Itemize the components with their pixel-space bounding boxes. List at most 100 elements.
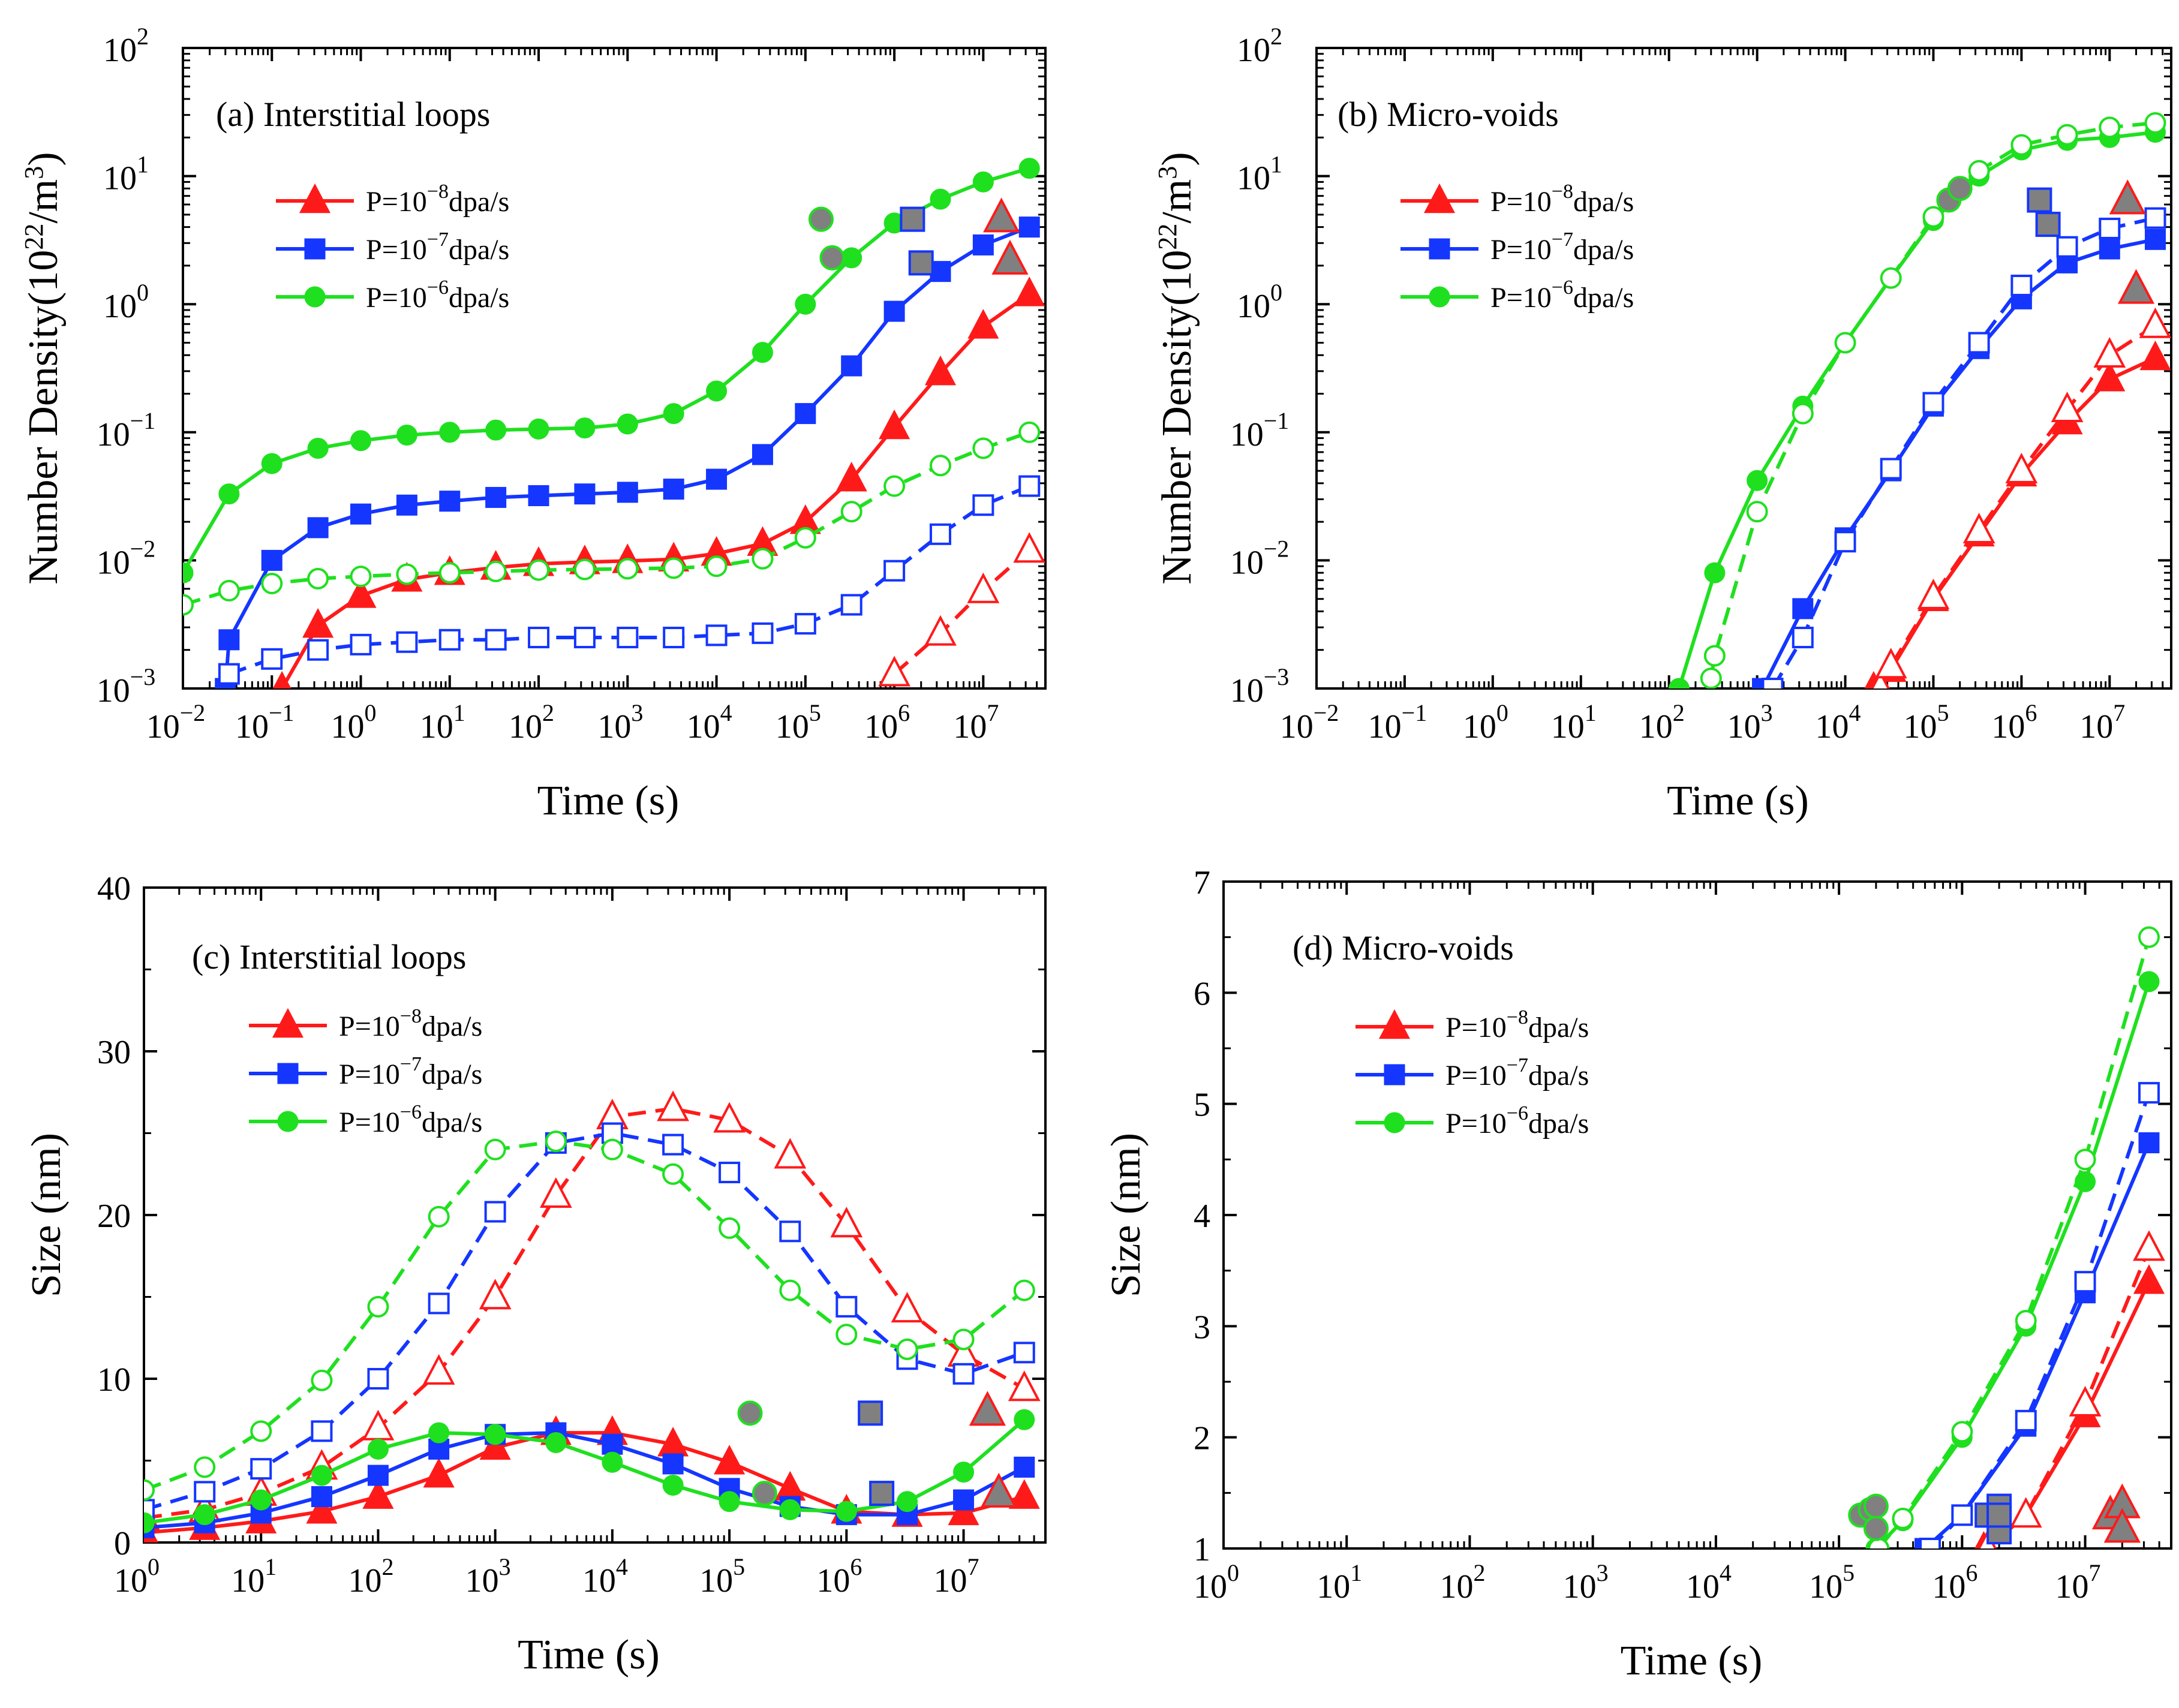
data-point xyxy=(795,293,816,315)
data-point xyxy=(602,1433,623,1455)
data-point xyxy=(261,549,282,571)
data-point-open xyxy=(144,1479,155,1501)
data-point-open xyxy=(794,613,816,635)
data-point-open xyxy=(2069,1385,2102,1417)
data-point xyxy=(774,1471,806,1501)
y-tick-exponent: −3 xyxy=(130,663,156,690)
x-tick-base: 10 xyxy=(1463,708,1496,745)
x-tick-base: 10 xyxy=(231,1562,265,1599)
experimental-point xyxy=(737,1400,763,1426)
x-tick-base: 10 xyxy=(687,708,720,745)
x-tick-exponent: 3 xyxy=(631,699,643,726)
experimental-point xyxy=(2103,1508,2141,1543)
panel-label: (b) Micro-voids xyxy=(1338,95,1559,134)
series-line-1e-7-solid xyxy=(1923,1142,2151,1548)
x-tick-label: 107 xyxy=(2079,699,2125,745)
data-point xyxy=(574,483,596,505)
x-tick-label: 102 xyxy=(509,699,554,745)
legend-suffix: dpa/s xyxy=(422,1011,482,1042)
x-tick-label: 107 xyxy=(934,1553,979,1599)
x-tick-label: 100 xyxy=(114,1553,160,1599)
legend: P=10−8dpa/sP=10−7dpa/sP=10−6dpa/s xyxy=(1356,1006,1589,1139)
data-point-open xyxy=(1922,206,1944,228)
data-point-open xyxy=(311,1420,333,1442)
legend-prefix: P=10 xyxy=(339,1059,400,1090)
experimental-point xyxy=(969,1391,1006,1426)
data-point-open xyxy=(438,629,461,651)
x-tick-exponent: 1 xyxy=(265,1553,276,1580)
data-point-open xyxy=(835,1324,858,1346)
data-point xyxy=(930,261,951,282)
series-line-1e-7-dashed xyxy=(144,1131,1025,1512)
data-point xyxy=(545,1432,567,1453)
data-point-open xyxy=(1018,475,1041,497)
data-point-open xyxy=(705,555,728,578)
data-point xyxy=(218,629,240,651)
x-tick-label: 101 xyxy=(1551,699,1597,745)
y-tick-label: 100 xyxy=(103,279,149,325)
legend-label: P=10−6dpa/s xyxy=(366,276,509,314)
data-point-open xyxy=(311,1369,333,1391)
series-line-1e-8-dashed xyxy=(893,549,1031,675)
data-point xyxy=(183,562,194,584)
data-point-open xyxy=(484,1201,506,1223)
x-tick-base: 10 xyxy=(1816,708,1849,745)
plot-area xyxy=(1848,926,2165,1548)
data-point xyxy=(194,1504,215,1526)
data-point-open xyxy=(1868,1538,1890,1548)
data-point-open xyxy=(194,1456,216,1478)
series-line-1e-8-dashed xyxy=(1986,1247,2151,1548)
data-point-open xyxy=(2138,1082,2160,1104)
y-tick-base: 10 xyxy=(103,160,137,197)
data-point-open xyxy=(924,615,957,646)
x-tick-exponent: 7 xyxy=(2089,1559,2101,1586)
legend-suffix: dpa/s xyxy=(449,282,509,314)
legend-suffix: dpa/s xyxy=(1573,186,1634,218)
data-point-open xyxy=(1703,645,1726,667)
legend-exponent: −8 xyxy=(427,181,449,203)
x-tick-base: 10 xyxy=(1932,1568,1965,1605)
y-tick-base: 10 xyxy=(103,288,137,325)
series-line-1e-6-solid xyxy=(144,1418,1026,1525)
data-point-open xyxy=(540,1177,572,1208)
x-tick-base: 10 xyxy=(1809,1568,1843,1605)
x-tick-base: 10 xyxy=(816,1562,850,1599)
experimental-point xyxy=(1947,176,1973,202)
data-point xyxy=(485,1424,506,1445)
x-tick-label: 106 xyxy=(816,1553,862,1599)
data-point xyxy=(311,1486,332,1508)
y-tick-label: 2 xyxy=(1194,1420,1210,1457)
data-point xyxy=(1018,158,1040,179)
data-point-open xyxy=(835,1295,858,1318)
series-line-1e-7-dashed xyxy=(1928,1092,2151,1548)
data-point-open xyxy=(840,594,862,616)
data-point-open xyxy=(952,1328,975,1351)
x-tick-base: 10 xyxy=(331,708,365,745)
y-tick-exponent: 0 xyxy=(1270,279,1282,306)
data-point-open xyxy=(367,1368,389,1390)
data-point xyxy=(714,1445,746,1475)
data-point-open xyxy=(1922,392,1944,414)
legend-prefix: P=10 xyxy=(339,1011,400,1042)
x-tick-label: 102 xyxy=(348,1553,393,1599)
data-point-open xyxy=(2051,391,2084,422)
data-point-open xyxy=(528,627,550,648)
y-tick-label: 10−1 xyxy=(97,407,156,453)
x-tick-exponent: 5 xyxy=(809,699,821,726)
data-point-open xyxy=(479,1279,512,1310)
legend-exponent: −6 xyxy=(427,276,449,299)
x-tick-label: 103 xyxy=(1563,1559,1609,1605)
data-point-open xyxy=(485,629,507,651)
y-axis-title: Number Density(1022/m3) xyxy=(1153,152,1201,584)
y-tick-label: 6 xyxy=(1194,975,1210,1012)
x-tick-label: 102 xyxy=(1639,699,1685,745)
x-tick-exponent: 6 xyxy=(898,699,910,726)
y-tick-label: 100 xyxy=(1237,279,1282,325)
data-point-open xyxy=(1013,1342,1035,1364)
y-tick-label: 102 xyxy=(1237,23,1282,69)
data-point xyxy=(841,355,862,377)
legend-prefix: P=10 xyxy=(366,186,427,218)
x-axis-title: Time (s) xyxy=(1667,778,1809,824)
y-tick-exponent: 0 xyxy=(137,279,149,306)
x-tick-label: 104 xyxy=(1816,699,1861,745)
